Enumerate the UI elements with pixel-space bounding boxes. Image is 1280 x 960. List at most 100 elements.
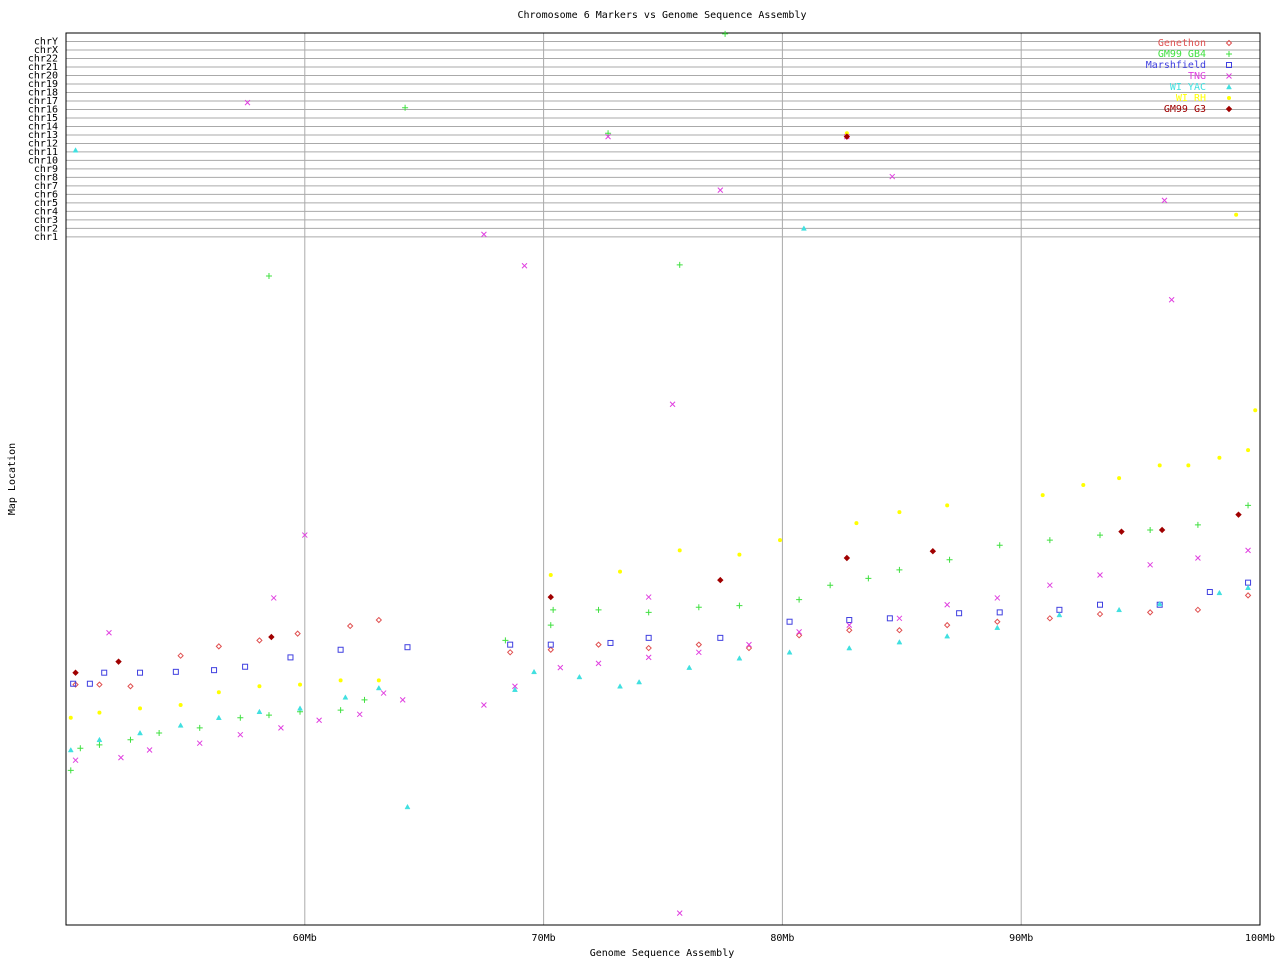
- data-point: [337, 707, 344, 714]
- data-point: [375, 616, 383, 624]
- legend-label: TNG: [1188, 71, 1206, 82]
- y-tick-label: chr11: [28, 147, 58, 158]
- data-point: [256, 708, 263, 715]
- data-point: [1158, 526, 1166, 534]
- data-point: [242, 663, 249, 670]
- data-point: [994, 618, 1001, 625]
- data-point: [605, 130, 612, 137]
- data-point: [101, 669, 108, 676]
- data-point: [177, 722, 184, 728]
- data-point: [1097, 572, 1103, 578]
- data-point: [146, 747, 153, 753]
- data-point: [557, 664, 564, 671]
- data-point: [402, 104, 409, 111]
- data-point: [897, 510, 902, 515]
- data-point: [521, 262, 528, 269]
- data-point: [137, 729, 143, 736]
- data-point: [695, 604, 702, 611]
- data-point: [547, 622, 554, 629]
- data-point: [1147, 561, 1154, 568]
- legend-marker: [1226, 83, 1232, 90]
- data-point: [645, 634, 652, 641]
- data-point: [1116, 606, 1123, 613]
- data-point: [846, 617, 853, 624]
- data-point: [645, 609, 652, 616]
- data-point: [1147, 526, 1154, 533]
- data-point: [481, 231, 487, 238]
- data-point: [843, 133, 851, 140]
- data-point: [943, 621, 951, 629]
- y-tick-label: chr16: [28, 104, 58, 115]
- x-tick-label: 60Mb: [293, 933, 317, 944]
- data-point: [547, 646, 554, 653]
- data-point: [617, 683, 623, 689]
- data-point: [778, 538, 783, 543]
- data-point: [96, 741, 103, 748]
- data-point: [215, 643, 223, 650]
- data-point: [137, 669, 144, 676]
- y-tick-label: chr10: [28, 155, 58, 166]
- data-point: [669, 401, 676, 408]
- y-tick-label: chr19: [28, 79, 58, 90]
- y-tick-label: chr5: [34, 198, 58, 209]
- data-point: [399, 697, 406, 703]
- data-point: [996, 542, 1003, 549]
- data-point: [156, 730, 163, 737]
- y-tick-label: chr9: [34, 164, 58, 175]
- data-point: [1253, 408, 1258, 413]
- data-point: [287, 654, 294, 661]
- data-point: [1216, 589, 1223, 596]
- data-point: [1168, 296, 1175, 303]
- data-point: [645, 654, 652, 661]
- data-point: [294, 630, 301, 637]
- y-tick-label: chr4: [34, 206, 58, 217]
- data-point: [1244, 592, 1252, 599]
- data-point: [686, 664, 693, 670]
- data-point: [717, 634, 724, 641]
- data-point: [77, 745, 84, 752]
- data-point: [896, 566, 903, 573]
- legend-label: Marshfield: [1146, 60, 1206, 71]
- data-point: [237, 714, 244, 721]
- data-point: [956, 610, 963, 617]
- data-point: [595, 660, 602, 667]
- data-point: [1161, 197, 1168, 204]
- data-point: [889, 173, 896, 180]
- data-point: [404, 644, 411, 651]
- data-point: [1186, 463, 1191, 468]
- data-point: [298, 682, 303, 687]
- data-point: [996, 609, 1003, 616]
- x-tick-label: 70Mb: [532, 933, 556, 944]
- data-point: [375, 684, 382, 691]
- data-point: [736, 602, 743, 609]
- data-point: [68, 715, 73, 720]
- data-point: [786, 618, 793, 625]
- data-point: [1194, 606, 1202, 614]
- data-point: [896, 615, 903, 622]
- data-point: [265, 712, 272, 719]
- y-tick-label: chr1: [34, 232, 58, 243]
- data-point: [380, 690, 387, 696]
- data-point: [547, 641, 554, 648]
- data-point: [196, 724, 203, 731]
- y-tick-label: chr12: [28, 138, 58, 149]
- data-point: [844, 131, 849, 136]
- data-point: [172, 668, 179, 675]
- data-point: [786, 649, 793, 655]
- data-point: [138, 706, 143, 711]
- data-point: [595, 641, 602, 648]
- data-point: [72, 147, 79, 153]
- data-point: [886, 615, 893, 622]
- data-point: [106, 629, 112, 636]
- data-point: [72, 681, 79, 688]
- y-tick-label: chr17: [28, 96, 58, 107]
- data-point: [717, 187, 724, 194]
- series: [72, 592, 1252, 690]
- plot-frame: [65, 32, 1261, 926]
- data-point: [722, 30, 729, 37]
- data-point: [72, 757, 79, 764]
- legend-label: Genethon: [1158, 38, 1206, 49]
- y-tick-label: chrX: [34, 45, 58, 56]
